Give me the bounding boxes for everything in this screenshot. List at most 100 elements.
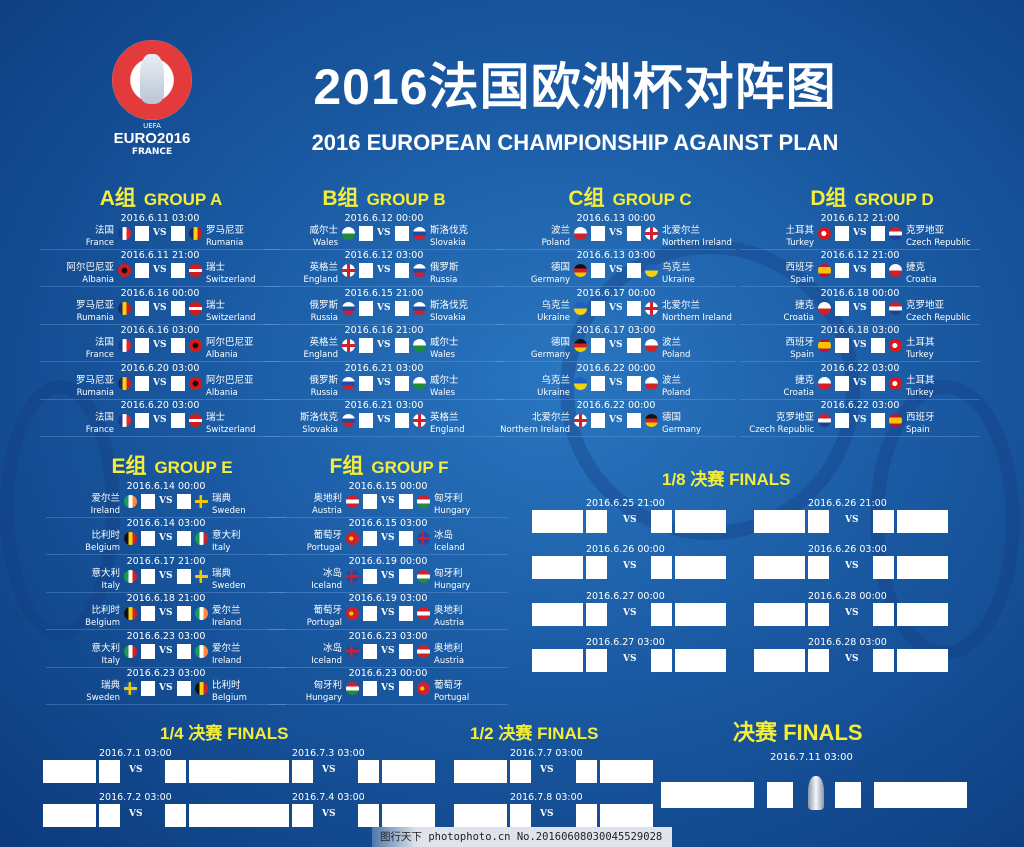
home-score-box[interactable] (835, 338, 849, 354)
away-score-box[interactable] (171, 300, 185, 316)
away-score-box[interactable] (871, 375, 885, 391)
away-score-box[interactable] (358, 804, 379, 827)
home-team-box[interactable] (532, 603, 583, 626)
away-score-box[interactable] (171, 226, 185, 241)
away-score-box[interactable] (395, 338, 409, 354)
away-team-box[interactable] (897, 556, 948, 579)
away-score-box[interactable] (871, 413, 885, 428)
home-score-box[interactable] (586, 556, 607, 579)
home-team-box[interactable] (454, 804, 507, 827)
home-score-box[interactable] (835, 226, 849, 241)
home-score-box[interactable] (359, 263, 373, 279)
away-score-box[interactable] (576, 804, 597, 827)
home-team-box[interactable] (754, 649, 805, 672)
away-score-box[interactable] (171, 338, 185, 354)
away-team-box[interactable] (897, 603, 948, 626)
away-team-box[interactable] (675, 510, 726, 533)
away-score-box[interactable] (627, 226, 641, 241)
home-score-box[interactable] (835, 413, 849, 428)
home-score-box[interactable] (141, 494, 155, 509)
away-score-box[interactable] (873, 649, 894, 672)
away-team-box[interactable] (675, 649, 726, 672)
away-score-box[interactable] (627, 300, 641, 316)
home-score-box[interactable] (767, 782, 793, 808)
home-score-box[interactable] (359, 300, 373, 316)
away-team-box[interactable] (189, 760, 242, 783)
away-score-box[interactable] (358, 760, 379, 783)
home-score-box[interactable] (135, 413, 149, 428)
away-score-box[interactable] (399, 643, 413, 659)
home-score-box[interactable] (510, 804, 531, 827)
away-score-box[interactable] (395, 226, 409, 241)
home-score-box[interactable] (591, 375, 605, 391)
home-team-box[interactable] (754, 603, 805, 626)
home-score-box[interactable] (141, 643, 155, 659)
away-team-box[interactable] (675, 556, 726, 579)
home-team-box[interactable] (43, 760, 96, 783)
away-score-box[interactable] (177, 606, 191, 622)
away-team-box[interactable] (897, 649, 948, 672)
home-score-box[interactable] (359, 413, 373, 428)
away-score-box[interactable] (165, 804, 186, 827)
home-score-box[interactable] (510, 760, 531, 783)
away-score-box[interactable] (399, 681, 413, 696)
away-team-box[interactable] (874, 782, 967, 808)
home-score-box[interactable] (359, 338, 373, 354)
away-score-box[interactable] (871, 263, 885, 279)
home-score-box[interactable] (363, 568, 377, 584)
away-team-box[interactable] (600, 804, 653, 827)
away-score-box[interactable] (871, 226, 885, 241)
home-score-box[interactable] (363, 531, 377, 547)
home-team-box[interactable] (754, 510, 805, 533)
home-team-box[interactable] (43, 804, 96, 827)
away-score-box[interactable] (651, 556, 672, 579)
home-score-box[interactable] (99, 760, 120, 783)
home-score-box[interactable] (135, 338, 149, 354)
home-score-box[interactable] (135, 375, 149, 391)
home-score-box[interactable] (591, 413, 605, 428)
home-score-box[interactable] (591, 300, 605, 316)
away-score-box[interactable] (576, 760, 597, 783)
away-score-box[interactable] (873, 603, 894, 626)
away-score-box[interactable] (871, 300, 885, 316)
home-score-box[interactable] (292, 760, 313, 783)
home-score-box[interactable] (591, 226, 605, 241)
away-score-box[interactable] (399, 494, 413, 509)
home-team-box[interactable] (661, 782, 754, 808)
home-score-box[interactable] (586, 649, 607, 672)
home-score-box[interactable] (835, 300, 849, 316)
away-score-box[interactable] (651, 603, 672, 626)
away-team-box[interactable] (675, 603, 726, 626)
away-score-box[interactable] (873, 510, 894, 533)
away-score-box[interactable] (399, 606, 413, 622)
away-score-box[interactable] (177, 531, 191, 547)
home-score-box[interactable] (808, 510, 829, 533)
away-team-box[interactable] (600, 760, 653, 783)
away-score-box[interactable] (177, 568, 191, 584)
away-score-box[interactable] (835, 782, 861, 808)
away-score-box[interactable] (177, 643, 191, 659)
away-score-box[interactable] (395, 300, 409, 316)
home-score-box[interactable] (586, 603, 607, 626)
home-score-box[interactable] (363, 643, 377, 659)
away-score-box[interactable] (651, 649, 672, 672)
home-team-box[interactable] (236, 760, 289, 783)
away-score-box[interactable] (177, 494, 191, 509)
home-score-box[interactable] (835, 263, 849, 279)
away-score-box[interactable] (171, 413, 185, 428)
home-score-box[interactable] (135, 226, 149, 241)
home-score-box[interactable] (808, 556, 829, 579)
home-score-box[interactable] (591, 338, 605, 354)
away-score-box[interactable] (627, 375, 641, 391)
home-team-box[interactable] (532, 510, 583, 533)
away-score-box[interactable] (395, 413, 409, 428)
away-score-box[interactable] (651, 510, 672, 533)
away-score-box[interactable] (871, 338, 885, 354)
home-score-box[interactable] (591, 263, 605, 279)
home-score-box[interactable] (359, 375, 373, 391)
away-score-box[interactable] (395, 263, 409, 279)
away-score-box[interactable] (873, 556, 894, 579)
away-score-box[interactable] (171, 375, 185, 391)
home-score-box[interactable] (835, 375, 849, 391)
home-team-box[interactable] (236, 804, 289, 827)
